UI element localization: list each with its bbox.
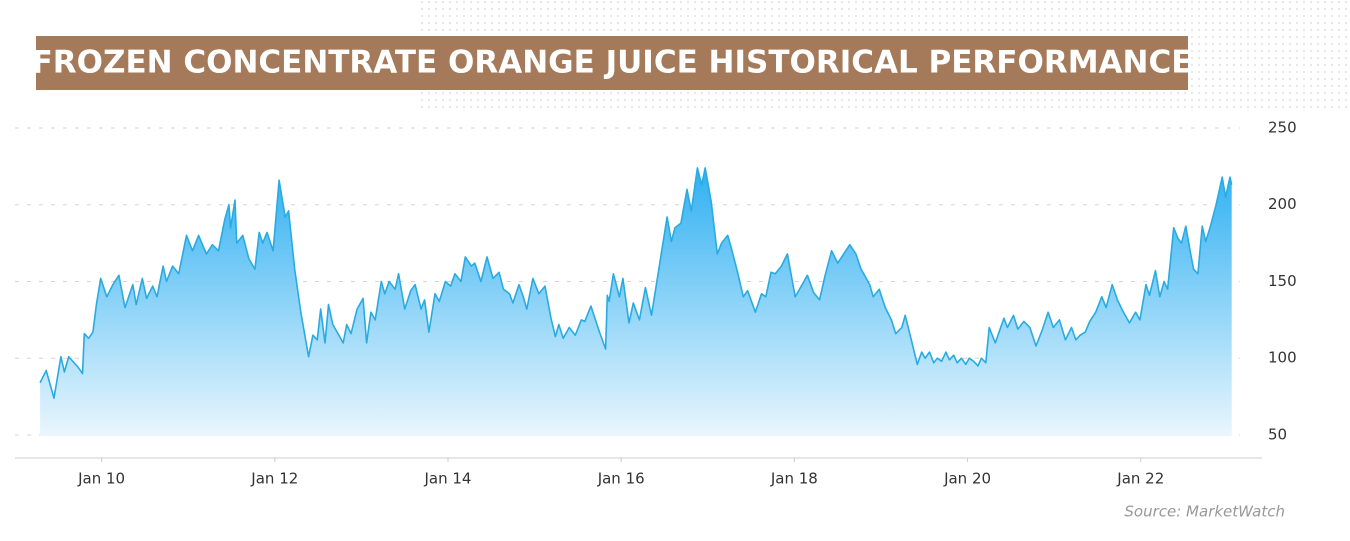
x-tick-label: Jan 14 (423, 470, 471, 488)
price-line (39, 167, 1233, 399)
x-tick-label: Jan 22 (1116, 470, 1164, 488)
title-banner (36, 36, 1188, 90)
x-tick-label: Jan 20 (943, 470, 991, 488)
y-tick-label: 250 (1268, 119, 1297, 137)
x-tick-label: Jan 16 (597, 470, 645, 488)
source-note: Source: MarketWatch (1124, 503, 1285, 521)
x-tick-label: Jan 18 (770, 470, 818, 488)
x-tick-label: Jan 12 (250, 470, 298, 488)
area-fill (40, 167, 1232, 436)
y-tick-label: 50 (1268, 425, 1287, 443)
y-tick-label: 150 (1268, 272, 1297, 290)
x-tick-label: Jan 10 (77, 470, 125, 488)
chart-title: FROZEN CONCENTRATE ORANGE JUICE HISTORIC… (32, 45, 1193, 81)
y-tick-label: 100 (1268, 349, 1297, 367)
y-tick-label: 200 (1268, 195, 1297, 213)
